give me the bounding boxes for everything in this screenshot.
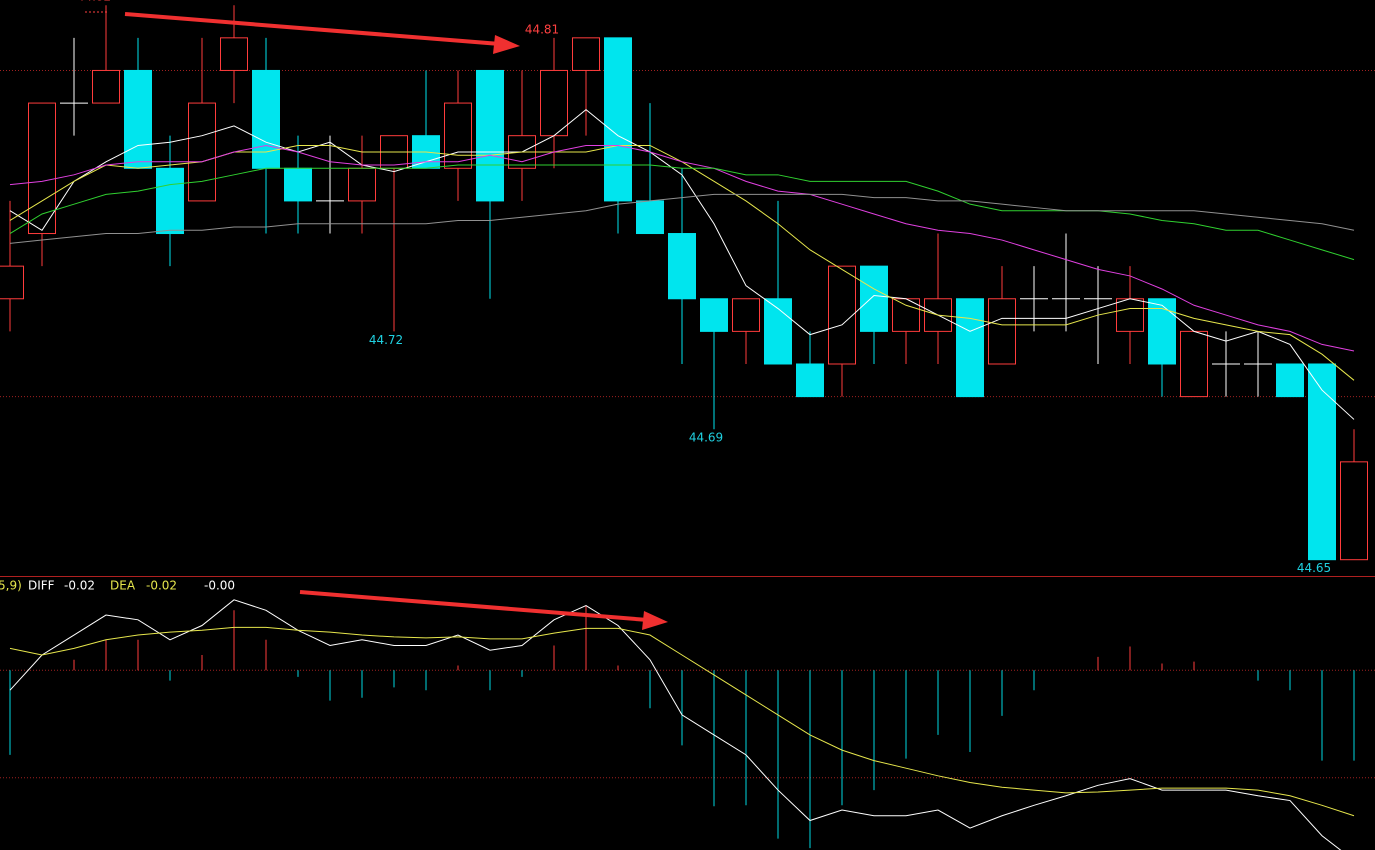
candle-body [124, 69, 152, 169]
candle-body [700, 298, 728, 332]
candle-body [1148, 298, 1176, 365]
candle-body [572, 37, 600, 71]
low-label: 44.72 [369, 333, 403, 347]
arrow [124, 12, 501, 46]
candle-body [284, 167, 312, 202]
candle-body [988, 298, 1016, 365]
high-label: 44.82 [77, 0, 111, 4]
arrow [299, 590, 649, 622]
candle-body [828, 265, 856, 365]
candle-body [956, 298, 984, 398]
candle-body [476, 69, 504, 202]
candle-body [444, 102, 472, 169]
line-series [9, 164, 1355, 261]
candle-body [796, 363, 824, 398]
line-series [9, 193, 1355, 244]
candle-body [28, 102, 56, 235]
macd-header: 5,9) [0, 579, 22, 593]
candle-body [764, 298, 792, 365]
high-label: 44.81 [525, 22, 559, 36]
macd-header: -0.00 [204, 579, 235, 593]
candle-body [860, 265, 888, 332]
candle-body [0, 265, 24, 300]
candle-body [1116, 298, 1144, 332]
low-label: 44.65 [1297, 561, 1331, 575]
candle-body [604, 37, 632, 202]
candle-body [732, 298, 760, 332]
candle-body [636, 200, 664, 235]
candle-body [540, 69, 568, 137]
candle-body [252, 69, 280, 169]
macd-header: -0.02 [64, 579, 95, 593]
candle-body [668, 233, 696, 300]
candle-body [348, 167, 376, 202]
line-series [9, 108, 1355, 420]
arrow-head [493, 35, 520, 54]
candle-body [156, 167, 184, 235]
arrow-head [642, 611, 668, 630]
candle-body [1308, 363, 1336, 561]
macd-header: DIFF [28, 579, 55, 593]
macd-header: -0.02 [146, 579, 177, 593]
arrows [85, 11, 668, 630]
candle-body [220, 37, 248, 71]
candle-body [188, 102, 216, 202]
line-series [9, 599, 1342, 850]
line-series [9, 626, 1355, 817]
low-label: 44.69 [689, 431, 723, 445]
candle-body [92, 69, 120, 104]
candle-body [1276, 363, 1304, 398]
candle-body [1180, 330, 1208, 398]
candle-body [1340, 461, 1368, 561]
macd-header: DEA [110, 579, 136, 593]
line-series [9, 144, 1355, 352]
